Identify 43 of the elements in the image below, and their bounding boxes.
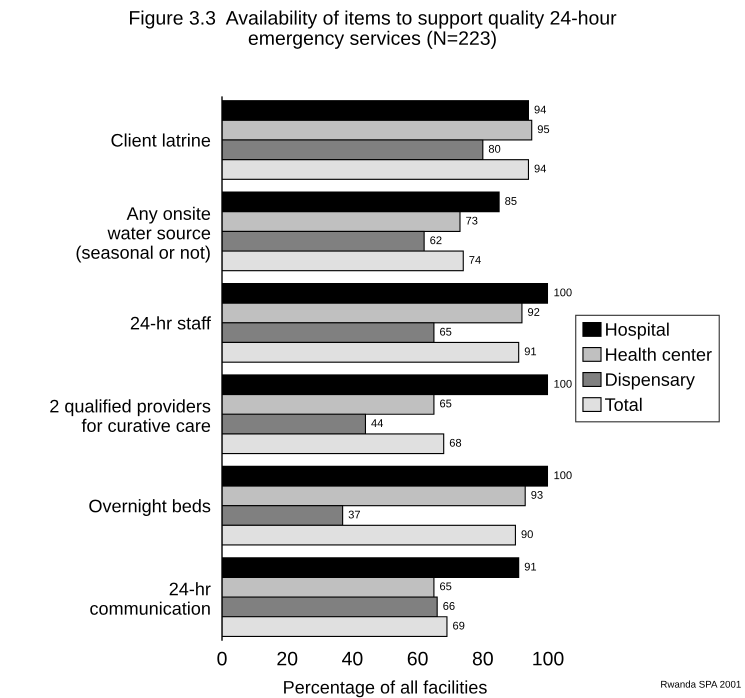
data-label: 94 bbox=[534, 106, 546, 114]
data-label: 65 bbox=[440, 328, 452, 336]
y-tick-label: Any onsite water source (seasonal or not) bbox=[76, 206, 210, 262]
data-label: 65 bbox=[440, 400, 452, 408]
data-label: 94 bbox=[534, 164, 546, 172]
x-tick-label: 20 bbox=[277, 652, 298, 666]
data-label: 91 bbox=[524, 347, 536, 356]
data-label: 90 bbox=[521, 530, 533, 538]
data-label: 100 bbox=[554, 380, 572, 388]
data-label: 69 bbox=[453, 622, 464, 630]
data-label: 100 bbox=[554, 288, 572, 296]
x-axis-title: Percentage of all facilities bbox=[284, 680, 487, 698]
data-label: 44 bbox=[371, 419, 384, 427]
x-tick-label: 40 bbox=[342, 652, 362, 666]
chart-title: Figure 3.3 Availability of items to support quality 24-hour emergency services (N=223) bbox=[130, 10, 616, 49]
x-tick-label: 80 bbox=[472, 652, 493, 666]
x-tick-label: 100 bbox=[533, 652, 564, 666]
data-label: 62 bbox=[430, 236, 442, 244]
data-label: 74 bbox=[469, 256, 481, 264]
data-label: 37 bbox=[348, 510, 360, 518]
data-label: 100 bbox=[554, 471, 572, 480]
data-label: 73 bbox=[466, 216, 478, 225]
y-tick-label: 24-hr communication bbox=[90, 582, 211, 615]
legend-label: Dispensary bbox=[606, 372, 695, 390]
data-label: 66 bbox=[443, 602, 455, 610]
x-tick-label: 0 bbox=[217, 652, 227, 666]
data-label: 91 bbox=[524, 562, 536, 571]
data-label: 80 bbox=[488, 144, 500, 153]
data-label: 85 bbox=[505, 197, 517, 205]
y-tick-label: Overnight beds bbox=[89, 499, 210, 516]
y-tick-label: 2 qualified providers for curative care bbox=[50, 399, 210, 432]
data-label: 92 bbox=[528, 308, 540, 316]
y-tick-label: Client latrine bbox=[111, 133, 210, 147]
data-label: 68 bbox=[450, 438, 462, 447]
data-label: 93 bbox=[531, 490, 543, 499]
legend-label: Health center bbox=[606, 348, 712, 361]
text: Rwanda SPA 2001 bbox=[661, 680, 741, 688]
y-tick-label: 24-hr staff bbox=[130, 316, 211, 330]
legend-label: Hospital bbox=[606, 322, 669, 340]
data-label: 65 bbox=[440, 582, 452, 590]
legend-label: Total bbox=[605, 398, 642, 412]
x-tick-label: 60 bbox=[408, 652, 428, 666]
data-label: 95 bbox=[538, 125, 550, 134]
